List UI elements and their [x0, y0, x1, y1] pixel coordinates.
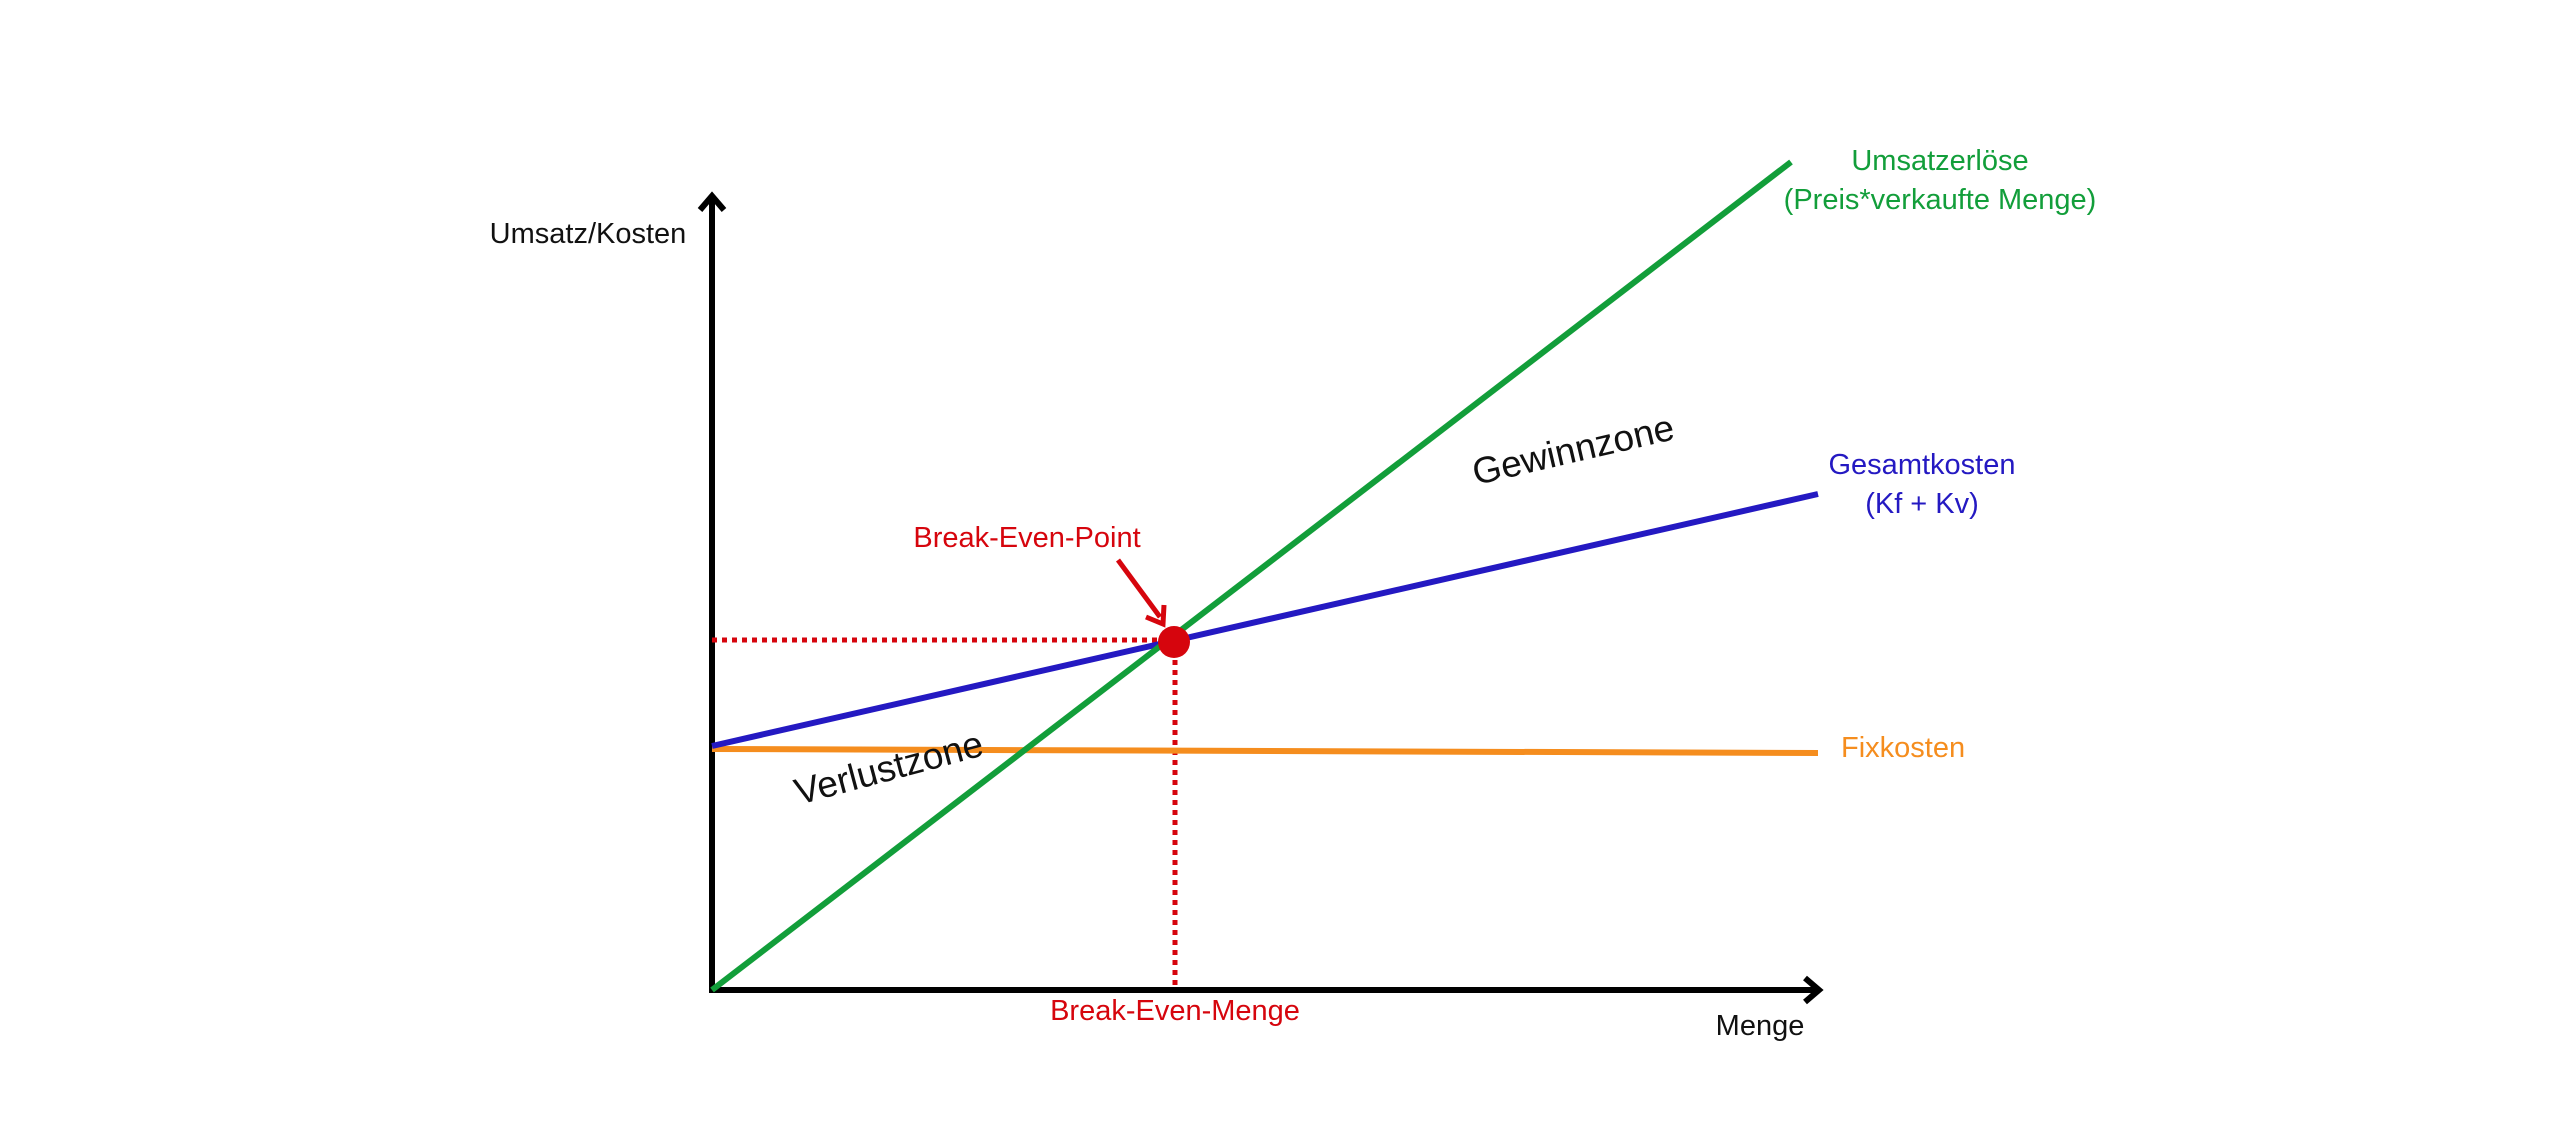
- umsatz-label-line2: (Preis*verkaufte Menge): [1784, 184, 2097, 216]
- gesamtkosten-label-line2: (Kf + Kv): [1865, 488, 1979, 520]
- gesamtkosten-line: [711, 491, 1819, 749]
- break-even-quantity-label: Break-Even-Menge: [1050, 995, 1300, 1027]
- umsatz-line: [710, 159, 1793, 993]
- gesamtkosten-label-line1: Gesamtkosten: [1829, 449, 2016, 481]
- break-even-arrowhead: [1145, 604, 1167, 628]
- profit-zone-label: Gewinnzone: [1468, 407, 1678, 493]
- x-axis-arrow: [1803, 975, 1824, 1005]
- fixkosten-line: [711, 746, 1819, 756]
- fixkosten-label: Fixkosten: [1841, 732, 1965, 764]
- x-axis-label: Menge: [1716, 1010, 1805, 1042]
- break-even-point-label: Break-Even-Point: [913, 522, 1140, 554]
- umsatz-label-line1: Umsatzerlöse: [1851, 145, 2028, 177]
- break-even-point-marker: [1158, 626, 1190, 658]
- break-even-arrow: [1115, 558, 1163, 619]
- y-axis-label: Umsatz/Kosten: [490, 218, 687, 250]
- y-axis-arrow: [697, 191, 727, 212]
